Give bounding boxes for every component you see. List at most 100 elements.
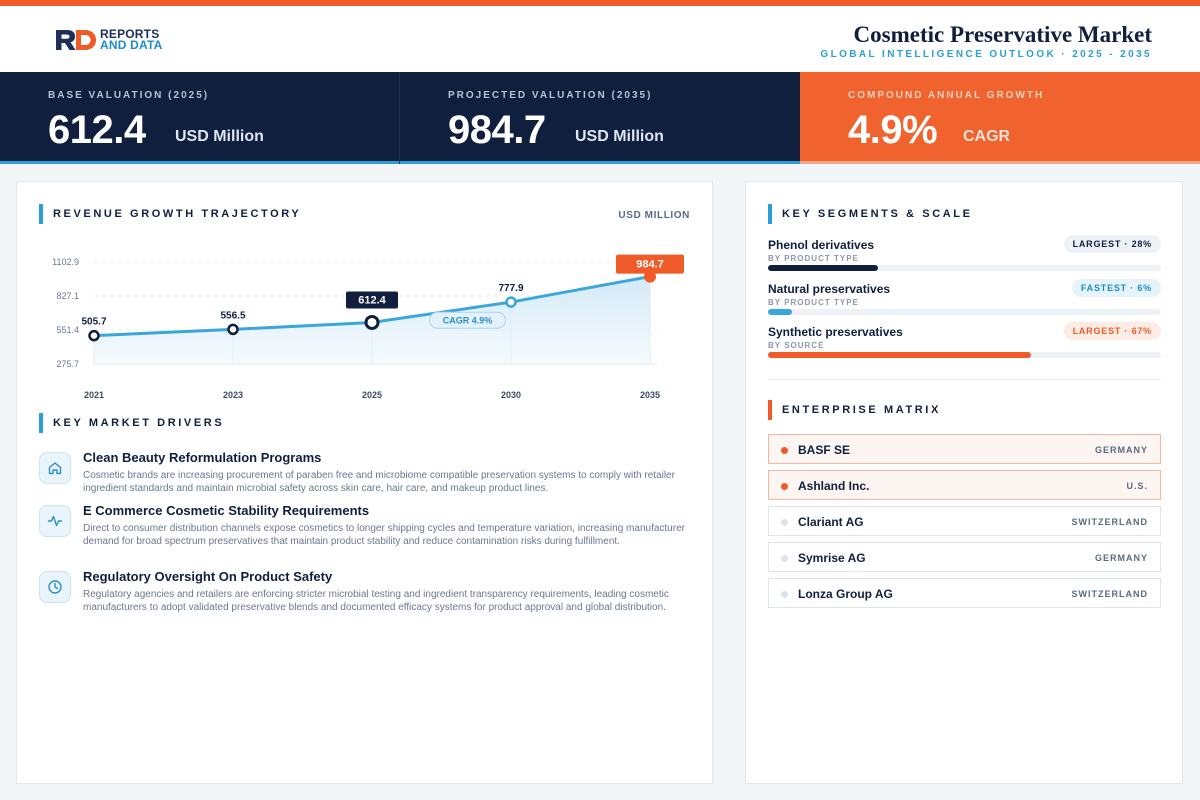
- kpi-band: BASE VALUATION (2025) 612.4 USD Million …: [0, 72, 1200, 164]
- section-accent-bar: [39, 413, 43, 433]
- brand-line-2: AND DATA: [100, 38, 163, 52]
- driver-description: Direct to consumer distribution channels…: [83, 523, 685, 547]
- page-subtitle: GLOBAL INTELLIGENCE OUTLOOK · 2025 - 203…: [820, 49, 1152, 60]
- segment-name: Natural preservatives: [768, 282, 891, 296]
- cagr-pill: CAGR 4.9%: [429, 311, 506, 329]
- kpi-label: BASE VALUATION (2025): [48, 90, 210, 101]
- kpi-label: PROJECTED VALUATION (2035): [448, 90, 653, 101]
- x-tick-label: 2030: [501, 390, 521, 400]
- kpi-value: 612.4: [48, 108, 146, 152]
- clock-icon: [39, 571, 71, 603]
- kpi-base-valuation: BASE VALUATION (2025) 612.4 USD Million: [0, 72, 400, 164]
- y-tick-label: 551.4: [56, 325, 79, 335]
- segment-row: Synthetic preservatives BY SOURCE LARGES…: [768, 322, 1161, 358]
- value-callout-bg: [616, 254, 684, 274]
- revenue-chart: 1102.9 827.1 551.4 275.7 CAGR 4.9% 505.7 556…: [52, 254, 684, 400]
- chart-points: 505.7 556.5 612.4 777.9 984.7: [81, 254, 684, 342]
- x-tick-label: 2023: [223, 390, 243, 400]
- page-title: Cosmetic Preservative Market: [853, 22, 1152, 47]
- x-tick-label: 2035: [640, 390, 660, 400]
- section-accent-bar: [768, 204, 772, 224]
- brand-line-1: REPORTS: [100, 27, 160, 41]
- driver-item: Regulatory Oversight On Product Safety R…: [39, 569, 699, 614]
- top-accent-stripe: [0, 0, 1200, 6]
- home-icon: [39, 452, 71, 484]
- enterprise-row[interactable]: Symrise AG GERMANY: [768, 542, 1161, 572]
- chart-point-base: [364, 314, 380, 330]
- activity-icon: [39, 505, 71, 537]
- enterprise-country: SWITZERLAND: [1071, 517, 1148, 527]
- segment-badge: FASTEST · 6%: [1071, 279, 1161, 297]
- driver-title: Clean Beauty Reformulation Programs: [83, 450, 322, 465]
- section-accent-bar: [768, 400, 772, 420]
- activity-icon-glyph: [47, 515, 63, 527]
- logo-r-glyph: [56, 30, 76, 50]
- enterprise-marker: [781, 483, 788, 490]
- segment-bar-track: [768, 309, 1161, 315]
- enterprise-marker: [781, 447, 788, 454]
- section-accent-bar: [39, 204, 43, 224]
- y-tick-label: 827.1: [56, 291, 79, 301]
- revenue-card: REVENUE GROWTH TRAJECTORY USD MILLION 11…: [16, 181, 713, 784]
- segment-row: Natural preservatives BY PRODUCT TYPE FA…: [768, 279, 1161, 315]
- kpi-accent-line: [0, 161, 399, 164]
- segment-category: BY SOURCE: [768, 341, 825, 350]
- chart-area-fill: [94, 276, 650, 364]
- enterprise-name: Symrise AG: [798, 551, 866, 565]
- enterprise-section-title: ENTERPRISE MATRIX: [782, 404, 941, 416]
- enterprise-name: Ashland Inc.: [798, 479, 870, 493]
- drivers-section-title: KEY MARKET DRIVERS: [53, 417, 225, 429]
- enterprise-name: BASF SE: [798, 443, 851, 457]
- enterprise-marker: [781, 591, 788, 598]
- enterprise-row[interactable]: BASF SE GERMANY: [768, 434, 1161, 464]
- value-label: 777.9: [498, 283, 523, 294]
- segment-badge: LARGEST · 67%: [1063, 322, 1161, 340]
- driver-item: Clean Beauty Reformulation Programs Cosm…: [39, 450, 699, 495]
- enterprise-country: GERMANY: [1094, 553, 1148, 563]
- value-label: 612.4: [358, 294, 386, 306]
- enterprise-country: U.S.: [1126, 481, 1148, 491]
- enterprise-country: SWITZERLAND: [1071, 589, 1148, 599]
- enterprise-row[interactable]: Clariant AG SWITZERLAND: [768, 506, 1161, 536]
- value-label: 556.5: [220, 310, 245, 321]
- x-tick-label: 2025: [362, 390, 382, 400]
- kpi-value: 4.9%: [848, 108, 938, 152]
- kpi-unit: CAGR: [963, 128, 1011, 145]
- segment-category: BY PRODUCT TYPE: [768, 298, 859, 307]
- driver-title: Regulatory Oversight On Product Safety: [83, 569, 333, 584]
- chart-point: [88, 329, 100, 342]
- cagr-pill-bg: [429, 311, 506, 329]
- segment-bar-track: [768, 352, 1161, 358]
- segment-name: Phenol derivatives: [768, 238, 875, 252]
- brand-logo[interactable]: REPORTS AND DATA: [54, 28, 162, 52]
- enterprise-row[interactable]: Lonza Group AG SWITZERLAND: [768, 578, 1161, 608]
- kpi-label: COMPOUND ANNUAL GROWTH: [848, 90, 1045, 101]
- logo-d-glyph: [76, 30, 96, 50]
- kpi-unit: USD Million: [175, 128, 264, 145]
- y-tick-label: 275.7: [56, 359, 79, 369]
- chart-point: [505, 296, 517, 308]
- segment-bar-fill: [768, 309, 792, 315]
- value-label: 505.7: [81, 317, 106, 328]
- segment-bar-fill: [768, 265, 879, 271]
- segment-name: Synthetic preservatives: [768, 325, 903, 339]
- enterprise-name: Clariant AG: [798, 515, 864, 529]
- kpi-unit: USD Million: [575, 128, 664, 145]
- page-header: REPORTS AND DATA Cosmetic Preservative M…: [0, 6, 1200, 72]
- enterprise-row[interactable]: Ashland Inc. U.S.: [768, 470, 1161, 500]
- kpi-cagr: COMPOUND ANNUAL GROWTH 4.9% CAGR: [800, 72, 1200, 164]
- driver-item: E Commerce Cosmetic Stability Requiremen…: [39, 503, 699, 548]
- kpi-accent-line: [400, 161, 800, 164]
- enterprise-name: Lonza Group AG: [798, 587, 893, 601]
- enterprise-country: GERMANY: [1094, 445, 1148, 455]
- segment-category: BY PRODUCT TYPE: [768, 254, 859, 263]
- segment-bar-fill: [768, 352, 1032, 358]
- home-icon-glyph: [48, 462, 62, 475]
- revenue-section-title: REVENUE GROWTH TRAJECTORY: [53, 208, 302, 220]
- driver-title: E Commerce Cosmetic Stability Requiremen…: [83, 503, 370, 518]
- enterprise-marker: [781, 519, 788, 526]
- x-tick-label: 2021: [84, 390, 104, 400]
- y-tick-label: 1102.9: [52, 257, 79, 267]
- segment-row: Phenol derivatives BY PRODUCT TYPE LARGE…: [768, 235, 1161, 271]
- chart-unit-label: USD MILLION: [618, 210, 690, 221]
